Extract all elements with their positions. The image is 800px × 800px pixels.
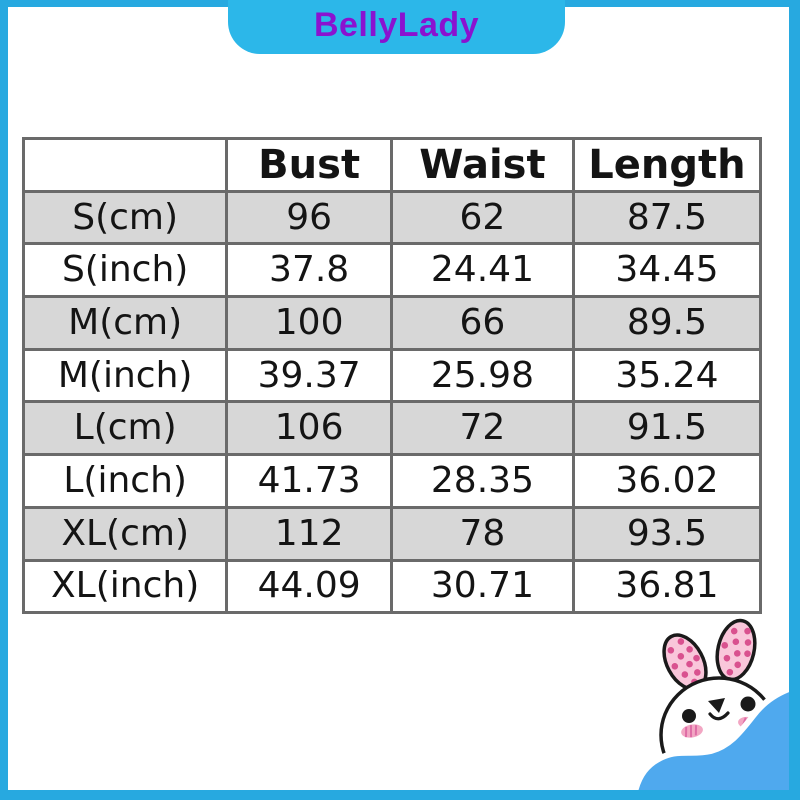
- bunny-nose: [708, 698, 725, 713]
- bunny-eye-left: [682, 709, 696, 723]
- header-cell-length: Length: [571, 137, 763, 193]
- size-chart-container: Bust Waist Length S(cm) 96 62 87.5 S(inc…: [21, 137, 763, 615]
- value-cell: 62: [389, 189, 575, 246]
- value-cell: 41.73: [225, 453, 393, 509]
- bunny-ear-right-icon: [715, 618, 757, 682]
- blue-wave-shape: [632, 685, 789, 790]
- table-row-l-cm: L(cm) 106 72 91.5: [21, 400, 763, 457]
- value-cell: 106: [225, 400, 393, 457]
- bunny-eye-right: [740, 696, 756, 712]
- value-cell: 93.5: [571, 505, 763, 562]
- value-cell: 37.8: [225, 242, 393, 299]
- header-cell-empty: [21, 137, 229, 193]
- brand-badge: BellyLady: [228, 0, 565, 54]
- value-cell: 35.24: [571, 347, 763, 404]
- value-cell: 72: [389, 400, 575, 457]
- value-cell: 36.02: [571, 453, 763, 509]
- bunny-mascot-illustration: [632, 618, 789, 790]
- bunny-cheek-left: [681, 724, 703, 738]
- size-label-cell: M(inch): [21, 347, 229, 404]
- brand-name: BellyLady: [313, 5, 480, 44]
- value-cell: 25.98: [389, 347, 575, 404]
- table-row-m-cm: M(cm) 100 66 89.5: [21, 295, 763, 351]
- table-row-s-inch: S(inch) 37.8 24.41 34.45: [21, 242, 763, 299]
- value-cell: 100: [225, 295, 393, 351]
- table-row-xl-inch: XL(inch) 44.09 30.71 36.81: [21, 558, 763, 615]
- size-label-cell: S(inch): [21, 242, 229, 299]
- value-cell: 66: [389, 295, 575, 351]
- value-cell: 89.5: [571, 295, 763, 351]
- size-label-cell: L(cm): [21, 400, 229, 457]
- value-cell: 96: [225, 189, 393, 246]
- value-cell: 112: [225, 505, 393, 562]
- size-label-cell: M(cm): [21, 295, 229, 351]
- table-row-m-inch: M(inch) 39.37 25.98 35.24: [21, 347, 763, 404]
- value-cell: 34.45: [571, 242, 763, 299]
- value-cell: 44.09: [225, 558, 393, 615]
- header-row: Bust Waist Length: [21, 137, 763, 193]
- header-cell-bust: Bust: [225, 137, 393, 193]
- table-row-xl-cm: XL(cm) 112 78 93.5: [21, 505, 763, 562]
- table-row-l-inch: L(inch) 41.73 28.35 36.02: [21, 453, 763, 509]
- size-label-cell: XL(cm): [21, 505, 229, 562]
- size-label-cell: S(cm): [21, 189, 229, 246]
- size-label-cell: L(inch): [21, 453, 229, 509]
- value-cell: 39.37: [225, 347, 393, 404]
- size-chart-table: Bust Waist Length S(cm) 96 62 87.5 S(inc…: [21, 137, 763, 615]
- header-cell-waist: Waist: [389, 137, 575, 193]
- value-cell: 78: [389, 505, 575, 562]
- value-cell: 28.35: [389, 453, 575, 509]
- table-row-s-cm: S(cm) 96 62 87.5: [21, 189, 763, 246]
- value-cell: 24.41: [389, 242, 575, 299]
- value-cell: 91.5: [571, 400, 763, 457]
- value-cell: 30.71: [389, 558, 575, 615]
- value-cell: 36.81: [571, 558, 763, 615]
- value-cell: 87.5: [571, 189, 763, 246]
- size-label-cell: XL(inch): [21, 558, 229, 615]
- bunny-mouth: [708, 711, 730, 721]
